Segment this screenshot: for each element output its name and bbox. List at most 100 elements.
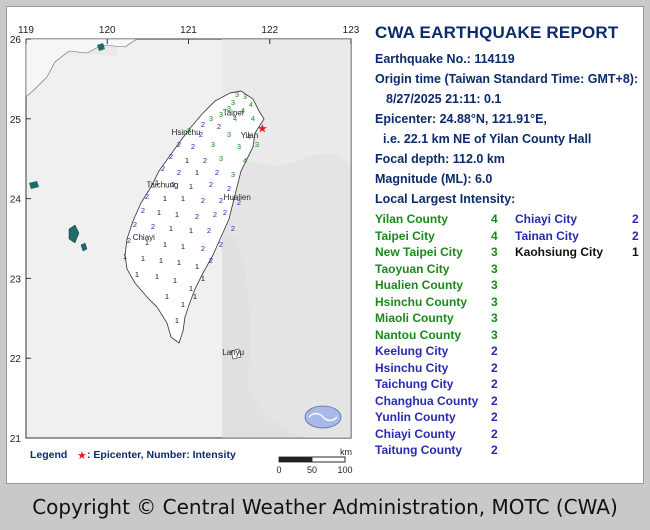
origin-time-label: Origin time (Taiwan Standard Time: GMT+8… [375, 72, 639, 86]
station-intensity: 2 [219, 240, 223, 249]
station-intensity: 1 [155, 178, 159, 187]
station-intensity: 1 [157, 208, 161, 217]
intensity-region-name: Chiayi County [375, 426, 456, 441]
matsu [97, 43, 105, 51]
station-intensity: 3 [255, 140, 259, 149]
station-intensity: 2 [191, 142, 195, 151]
station-intensity: 4 [243, 156, 247, 165]
intensity-row: Yunlin County 2 [375, 409, 498, 426]
station-intensity: 2 [127, 236, 131, 245]
intensity-value: 3 [491, 245, 498, 259]
intensity-region-name: Tainan City [515, 228, 579, 243]
intensity-row: Keelung City 2 [375, 343, 498, 360]
intensity-value: 3 [491, 261, 498, 276]
legend-label: Legend [30, 449, 67, 461]
station-intensity: 1 [189, 182, 193, 191]
kinmen [29, 181, 39, 189]
station-intensity: 2 [177, 140, 181, 149]
intensity-value: 2 [632, 212, 639, 226]
station-intensity: 2 [217, 122, 221, 131]
copyright-notice: Copyright © Central Weather Administrati… [32, 495, 618, 519]
scale-tick-50: 50 [307, 465, 317, 475]
station-intensity: 2 [209, 180, 213, 189]
station-intensity: 1 [173, 276, 177, 285]
epicenter: Epicenter: 24.88°N, 121.91°E, [375, 112, 547, 126]
intensity-row: Chiayi City 2 [515, 211, 639, 228]
station-intensity: 2 [141, 206, 145, 215]
station-intensity: 4 [249, 100, 253, 109]
intensity-value: 2 [491, 344, 498, 358]
station-intensity: 1 [135, 270, 139, 279]
intensity-row: Chiayi County 2 [375, 426, 498, 443]
scale-tick-0: 0 [276, 465, 281, 475]
intensity-row: Hsinchu County 3 [375, 294, 498, 311]
station-intensity: 3 [227, 130, 231, 139]
station-intensity: 1 [189, 226, 193, 235]
station-intensity: 2 [219, 196, 223, 205]
longitude-tick-label: 121 [180, 25, 197, 36]
city-labels: Taipei Hsinchu Yilan Taichung Hualien Chiayi L… [133, 109, 258, 357]
intensity-row: Miaoli County 3 [375, 310, 498, 327]
city-label: Yilan [241, 131, 259, 140]
intensity-label: Local Largest Intensity: [375, 192, 516, 206]
station-intensity: 1 [195, 168, 199, 177]
legend-text: : Epicenter, Number: Intensity [87, 449, 236, 461]
longitude-tick-label: 120 [99, 25, 116, 36]
station-intensity: 1 [181, 194, 185, 203]
station-intensity: 1 [193, 292, 197, 301]
scale-unit: km [340, 447, 352, 457]
city-label: Hsinchu [172, 128, 201, 137]
taiwan-island [124, 90, 265, 344]
focal-depth: Focal depth: 112.0 km [375, 152, 505, 166]
station-intensity: 3 [219, 110, 223, 119]
intensity-value: 2 [632, 228, 639, 243]
station-intensity: 2 [171, 180, 175, 189]
intensity-region-name: Miaoli County [375, 311, 454, 325]
station-intensity: 2 [145, 192, 149, 201]
station-intensity: 4 [233, 114, 237, 123]
station-intensity: 1 [177, 258, 181, 267]
station-intensity: 1 [201, 274, 205, 283]
latitude-tick-label: 24 [10, 195, 22, 206]
intensity-row: Taoyuan City 3 [375, 261, 498, 278]
epicenter-description: i.e. 22.1 km NE of Yilan County Hall [383, 132, 592, 146]
station-intensity: 1 [181, 242, 185, 251]
station-intensity: 1 [165, 292, 169, 301]
station-intensity: 2 [237, 198, 241, 207]
earthquake-number: Earthquake No.: 114119 [375, 52, 515, 66]
latitude-ticks: 26 25 24 23 22 21 [10, 35, 31, 445]
station-intensity: 3 [219, 154, 223, 163]
station-intensity: 2 [161, 164, 165, 173]
scale-tick-100: 100 [337, 465, 352, 475]
earthquake-report: CWA EARTHQUAKE REPORT Earthquake No.: 11… [375, 23, 647, 457]
station-intensity: 2 [207, 226, 211, 235]
intensity-row: Hsinchu City 2 [375, 360, 498, 377]
intensity-region-name: Taipei City [375, 228, 435, 243]
intensity-row: Hualien County 3 [375, 277, 498, 294]
latitude-tick-label: 26 [10, 35, 22, 46]
station-intensity: 3 [211, 140, 215, 149]
station-intensity: 2 [151, 222, 155, 231]
intensity-region-name: Changhua County [375, 393, 479, 408]
latitude-tick-label: 22 [10, 354, 22, 365]
station-intensity: 1 [155, 272, 159, 281]
intensity-value: 3 [491, 327, 498, 342]
station-intensity: 3 [227, 104, 231, 113]
intensity-value: 2 [491, 410, 498, 424]
legend-star-icon: ★ [77, 449, 87, 462]
intensity-row: Tainan City 2 [515, 228, 639, 245]
lanyu-island [230, 348, 242, 360]
city-label: Hualien [224, 193, 251, 202]
station-intensity: 3 [243, 92, 247, 101]
station-intensity: 1 [123, 252, 127, 261]
intensity-region-name: Taitung County [375, 443, 463, 457]
station-intensity: 2 [227, 184, 231, 193]
city-label: Taipei [223, 109, 244, 118]
station-intensity: 4 [247, 132, 251, 141]
station-intensity: 2 [201, 196, 205, 205]
station-intensity: 1 [189, 284, 193, 293]
station-intensity: 1 [181, 300, 185, 309]
station-intensity: 2 [231, 224, 235, 233]
